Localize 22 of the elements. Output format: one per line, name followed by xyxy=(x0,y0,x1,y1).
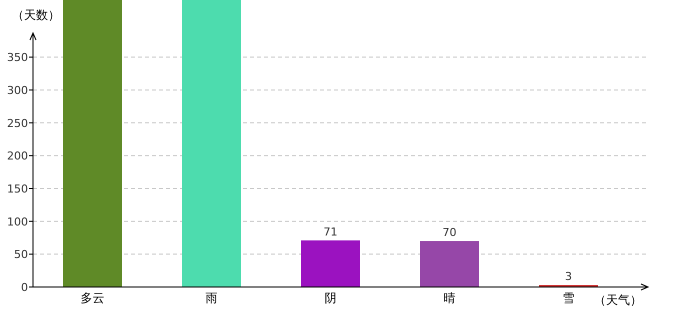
y-tick-label: 150 xyxy=(7,182,28,196)
x-axis-title: （天气） xyxy=(594,293,642,307)
bar xyxy=(63,0,122,287)
y-tick-label: 350 xyxy=(7,51,28,64)
y-tick-label: 200 xyxy=(7,150,28,163)
y-tick-label: 0 xyxy=(21,281,28,294)
bar xyxy=(182,0,241,287)
x-tick-label: 多云 xyxy=(80,291,104,305)
y-axis-title: （天数） xyxy=(12,8,60,22)
bar xyxy=(301,240,360,287)
x-tick-label: 晴 xyxy=(444,291,456,305)
x-tick-label: 雪 xyxy=(562,291,574,305)
y-tick-label: 100 xyxy=(7,215,28,228)
data-label: 3 xyxy=(565,270,572,284)
data-label: 71 xyxy=(324,225,338,238)
bar xyxy=(420,241,479,287)
data-label: 70 xyxy=(442,226,456,240)
x-tick-label: 阴 xyxy=(324,291,336,305)
y-tick-label: 50 xyxy=(14,248,28,262)
y-tick-label: 250 xyxy=(7,116,28,130)
x-tick-label: 雨 xyxy=(206,291,218,305)
y-tick-label: 300 xyxy=(7,84,28,97)
